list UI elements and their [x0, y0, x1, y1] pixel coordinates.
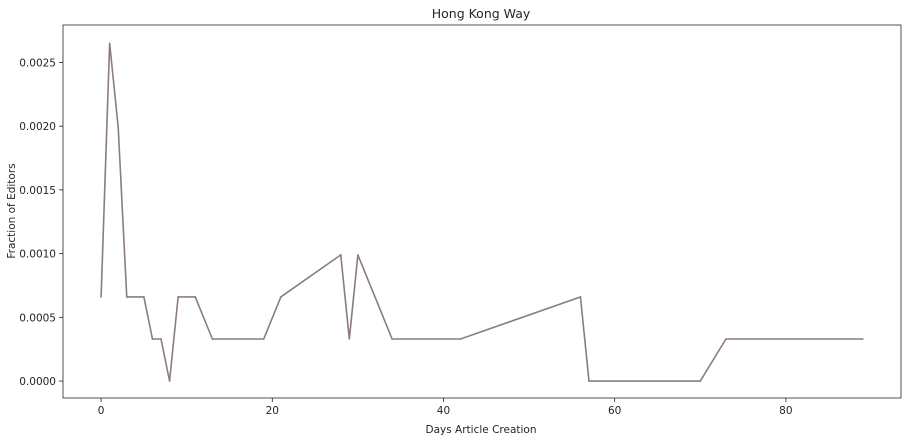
data-point [151, 338, 154, 340]
data-point [211, 338, 214, 340]
data-point [699, 380, 702, 382]
y-tick-label: 0.0005 [19, 312, 56, 324]
data-point [862, 338, 864, 340]
data-point [588, 380, 590, 382]
x-axis-label: Days Article Creation [426, 424, 537, 436]
data-point [117, 126, 120, 129]
plot-area [62, 24, 902, 399]
x-tick-label: 60 [608, 405, 621, 417]
data-point [100, 296, 102, 298]
data-point [725, 338, 727, 340]
x-tick-label: 80 [779, 405, 792, 417]
data-point [357, 254, 359, 256]
data-point [160, 338, 162, 340]
data-point [579, 296, 582, 298]
plot-frame [62, 24, 902, 399]
data-point [125, 296, 128, 298]
data-point [134, 296, 137, 298]
x-tick-label: 40 [437, 405, 450, 417]
y-tick-label: 0.0015 [19, 185, 56, 197]
x-axis-ticks: 0 20 40 60 80 [98, 398, 793, 417]
data-point [280, 296, 282, 298]
data-point [339, 254, 342, 256]
y-tick-label: 0.0020 [19, 121, 56, 133]
y-tick-label: 0.0000 [19, 376, 56, 388]
data-point [391, 338, 393, 340]
chart-title: Hong Kong Way [432, 6, 531, 21]
data-point [348, 338, 351, 340]
data-point [459, 338, 462, 340]
y-tick-label: 0.0025 [19, 57, 56, 69]
data-point [185, 296, 188, 298]
data-point [177, 296, 179, 298]
y-axis-ticks: 0.0000 0.0005 0.0010 0.0015 0.0020 0.0025 [19, 57, 63, 388]
data-point [194, 296, 197, 298]
x-tick-label: 20 [266, 405, 279, 417]
data-point [262, 338, 265, 340]
y-tick-label: 0.0010 [19, 249, 56, 261]
data-point [108, 42, 111, 45]
y-axis-label: Fraction of Editors [6, 163, 18, 258]
data-point [168, 380, 171, 382]
data-point [143, 296, 145, 298]
x-tick-label: 0 [98, 405, 105, 417]
